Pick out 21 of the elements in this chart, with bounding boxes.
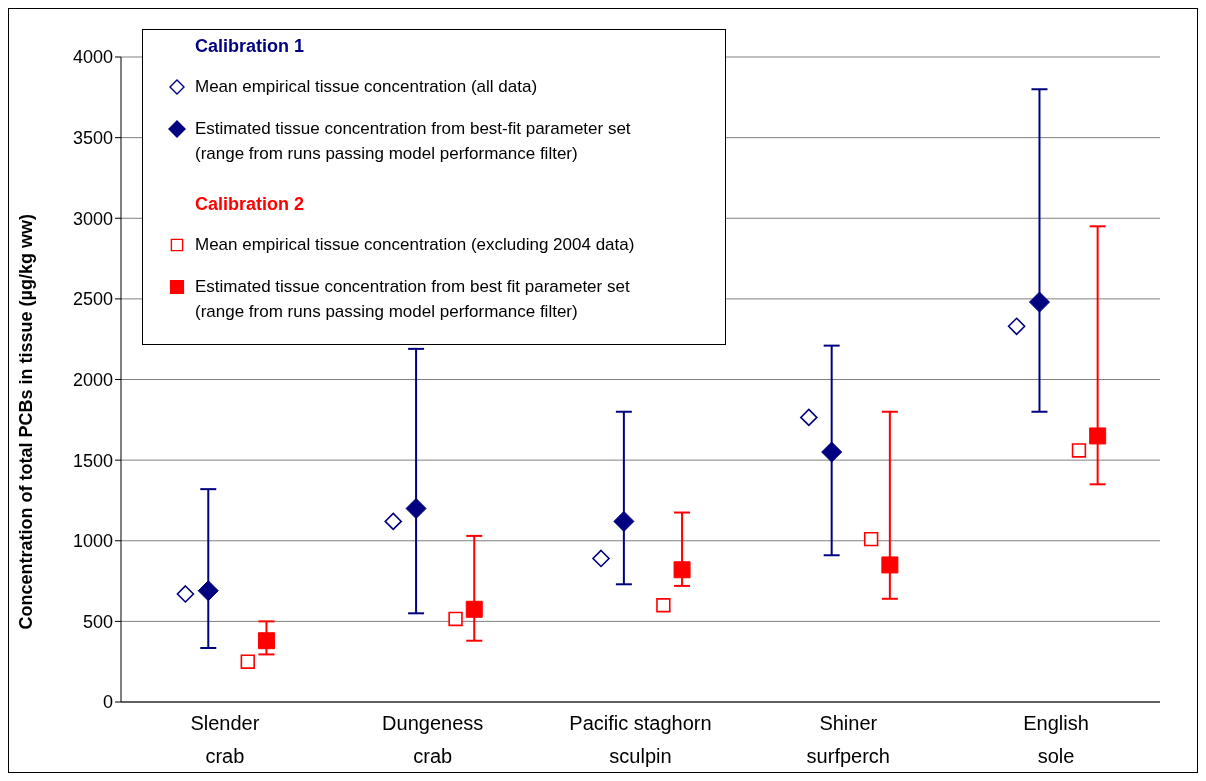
legend-label: Estimated tissue concentration from best fit parameter set (range from runs passing model performance filter)	[195, 276, 631, 323]
annotation: Calibration 2	[195, 194, 306, 215]
legend-label: Mean empirical tissue concentration (all data)	[195, 76, 539, 98]
y-tick-label: 4000	[72, 47, 113, 68]
y-tick-label: 2500	[72, 289, 113, 310]
y-tick-label: 3000	[72, 208, 113, 229]
legend-label: Estimated tissue concentration from best-fit parameter set (range from runs passing model performance filter)	[195, 118, 632, 165]
text: Calibration 1	[195, 36, 306, 57]
y-tick-label: 0	[102, 692, 113, 713]
x-tick-label: Dungeness crab	[382, 712, 484, 767]
y-tick-label: 1500	[72, 450, 113, 471]
y-tick-label: 2000	[72, 369, 113, 390]
x-tick-label: Shiner surfperch	[806, 712, 890, 767]
x-tick-label: Slender crab	[190, 712, 260, 767]
y-tick-label: 1000	[72, 531, 113, 552]
x-tick-label: English sole	[1023, 712, 1089, 767]
x-tick-label: Pacific staghorn sculpin	[569, 712, 712, 767]
y-tick-label: 3500	[72, 128, 113, 149]
y-axis-title: Concentration of total PCBs in tissue (µg/kg ww)	[16, 214, 37, 630]
y-tick-label: 500	[82, 611, 113, 632]
legend-label: Mean empirical tissue concentration (excluding 2004 data)	[195, 234, 636, 256]
